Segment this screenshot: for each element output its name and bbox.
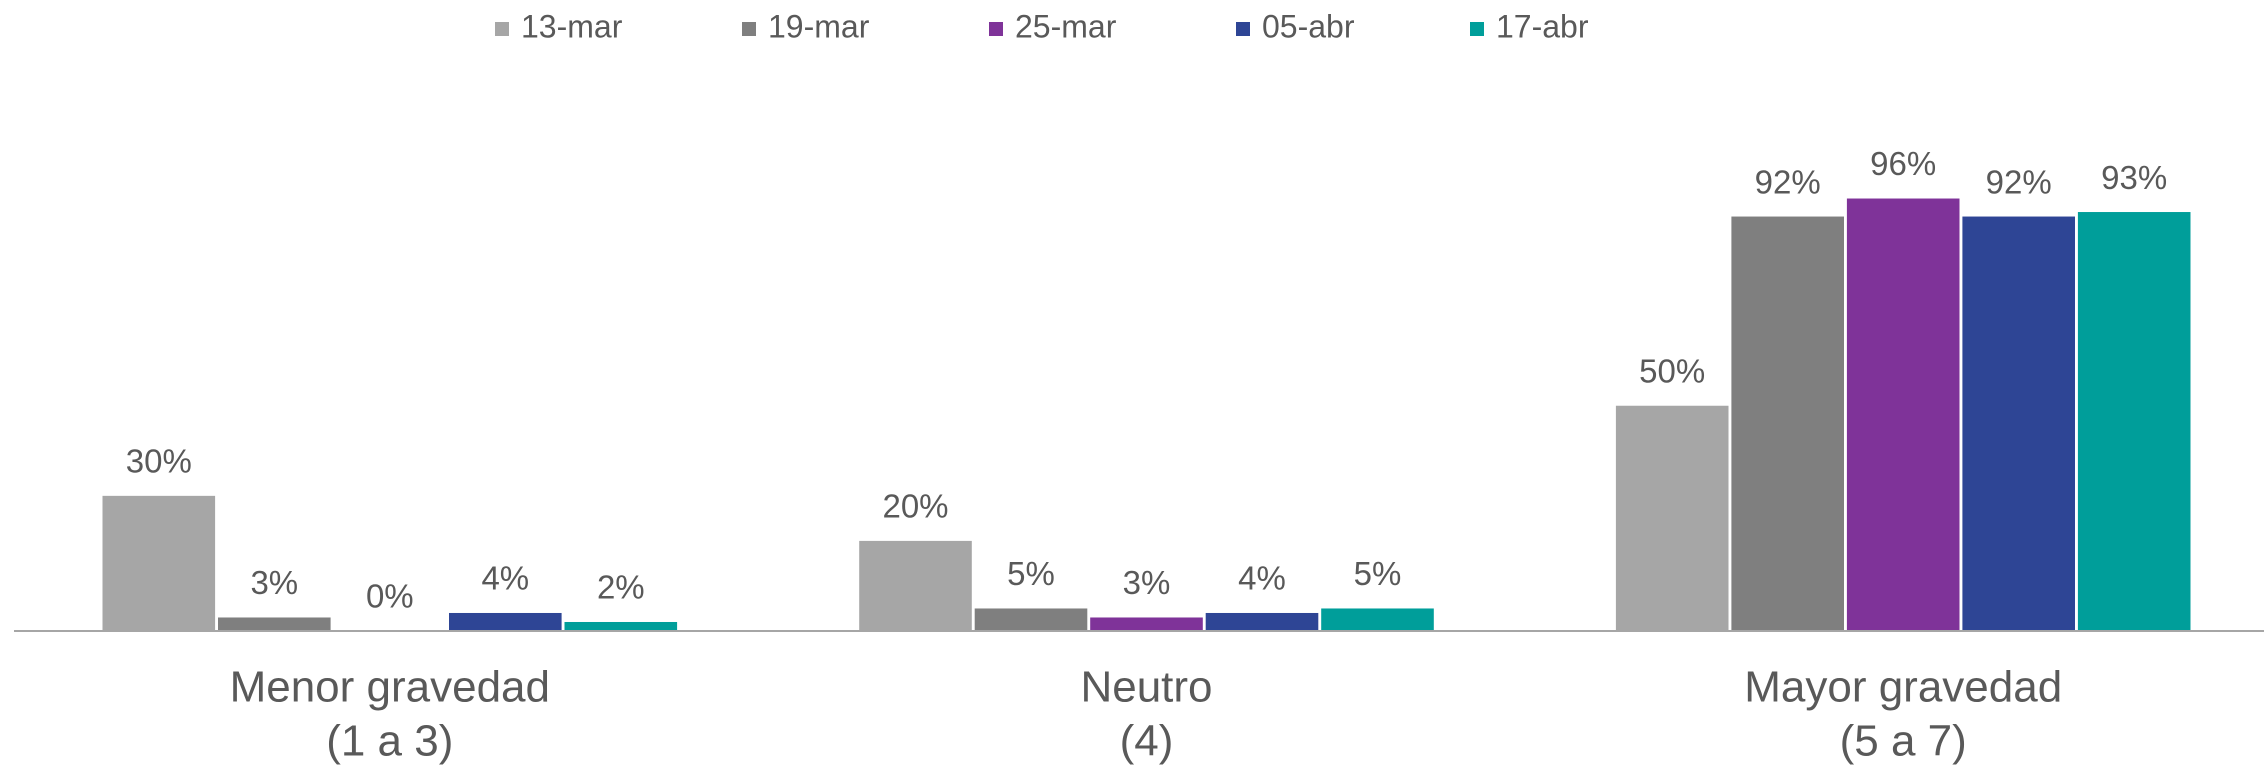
data-label: 50% xyxy=(1639,352,1705,389)
legend-label: 19-mar xyxy=(768,8,870,44)
category-label: Menor gravedad xyxy=(230,663,550,712)
legend-label: 05-abr xyxy=(1262,8,1355,44)
data-label: 3% xyxy=(250,564,298,601)
data-label: 93% xyxy=(2101,159,2167,196)
bar xyxy=(102,495,216,631)
legend-swatch xyxy=(1236,22,1250,36)
bar xyxy=(1846,198,1960,631)
data-label: 5% xyxy=(1007,555,1055,592)
bar xyxy=(974,608,1088,631)
bar xyxy=(1962,216,2075,632)
bar xyxy=(1321,608,1434,631)
legend-swatch xyxy=(989,22,1003,36)
data-label: 0% xyxy=(366,578,414,615)
bar xyxy=(1090,617,1203,631)
bar xyxy=(1731,216,1844,632)
data-label: 5% xyxy=(1354,555,1402,592)
data-label: 20% xyxy=(882,488,948,525)
data-label: 92% xyxy=(1755,163,1821,200)
category-label: (5 a 7) xyxy=(1840,717,1967,766)
data-label: 96% xyxy=(1870,145,1936,182)
bar xyxy=(564,621,678,631)
legend-label: 13-mar xyxy=(521,8,623,44)
data-label: 92% xyxy=(1986,163,2052,200)
legend-swatch xyxy=(495,22,509,36)
bar xyxy=(1615,405,1729,631)
category-label: (4) xyxy=(1120,717,1174,766)
bar xyxy=(2077,212,2191,631)
legend-label: 17-abr xyxy=(1496,8,1589,44)
bar xyxy=(1205,612,1319,631)
data-label: 2% xyxy=(597,569,645,606)
bar xyxy=(859,540,972,631)
bar xyxy=(218,617,331,631)
legend-label: 25-mar xyxy=(1015,8,1117,44)
category-label: (1 a 3) xyxy=(326,717,453,766)
data-label: 4% xyxy=(481,560,529,597)
legend-swatch xyxy=(742,22,756,36)
data-label: 3% xyxy=(1123,564,1171,601)
category-label: Neutro xyxy=(1080,663,1212,712)
bar xyxy=(449,612,562,631)
category-label: Mayor gravedad xyxy=(1744,663,2062,712)
legend-swatch xyxy=(1470,22,1484,36)
data-label: 30% xyxy=(126,443,192,480)
data-label: 4% xyxy=(1238,560,1286,597)
